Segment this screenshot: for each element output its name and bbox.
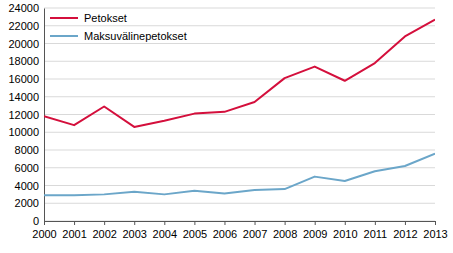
grid-line <box>44 79 435 80</box>
legend-label: Petokset <box>84 12 127 24</box>
y-tick-label: 4000 <box>15 180 39 192</box>
legend-label: Maksuvälinepetokset <box>84 30 187 42</box>
x-tick-label: 2010 <box>333 228 357 240</box>
y-tick: 10000 <box>8 126 44 138</box>
legend-swatch <box>50 35 78 37</box>
y-tick: 18000 <box>8 55 44 67</box>
x-tick-label: 2003 <box>122 228 146 240</box>
y-tick: 2000 <box>15 197 44 209</box>
x-tick-label: 2011 <box>364 228 388 240</box>
x-tick: 2009 <box>303 221 327 240</box>
x-tick: 2004 <box>153 221 177 240</box>
y-tick: 0 <box>33 215 44 227</box>
x-tick-mark <box>74 221 75 225</box>
x-tick-label: 2004 <box>153 228 177 240</box>
y-tick-label: 10000 <box>8 126 39 138</box>
y-tick-label: 16000 <box>8 73 39 85</box>
x-tick: 2003 <box>122 221 146 240</box>
y-tick: 24000 <box>8 2 44 14</box>
y-tick: 4000 <box>15 180 44 192</box>
x-tick-mark <box>285 221 286 225</box>
x-tick: 2011 <box>364 221 388 240</box>
y-axis-line <box>44 9 45 222</box>
x-tick-mark <box>104 221 105 225</box>
x-tick: 2000 <box>32 221 56 240</box>
x-tick-mark <box>435 221 436 225</box>
plot: 0200040006000800010000120001400016000180… <box>8 2 447 240</box>
y-axis: 0 2000 4000 6000 8000 10000 12000 14000 16000 180… <box>8 2 44 227</box>
y-tick-label: 20000 <box>8 38 39 50</box>
grid-line <box>44 203 435 204</box>
x-tick-mark <box>224 221 225 225</box>
x-tick-mark <box>375 221 376 225</box>
y-tick-label: 14000 <box>8 91 39 103</box>
x-tick: 2013 <box>423 221 447 240</box>
legend-swatch <box>50 17 78 19</box>
grid-line <box>44 167 435 168</box>
x-tick-mark <box>405 221 406 225</box>
y-tick-label: 18000 <box>8 55 39 67</box>
x-tick-label: 2005 <box>183 228 207 240</box>
x-tick: 2001 <box>62 221 86 240</box>
chart: 0200040006000800010000120001400016000180… <box>0 0 453 253</box>
x-tick: 2006 <box>213 221 237 240</box>
y-tick-label: 2000 <box>15 197 39 209</box>
grid-line <box>44 132 435 133</box>
y-tick-label: 24000 <box>8 2 39 14</box>
legend-item: Petokset <box>50 12 127 24</box>
grid-line <box>44 25 435 26</box>
x-tick-mark <box>164 221 165 225</box>
y-tick-label: 22000 <box>8 20 39 32</box>
grid-line <box>44 8 435 9</box>
x-tick-label: 2000 <box>32 228 56 240</box>
x-tick-mark <box>345 221 346 225</box>
legend: Petokset Maksuvälinepetokset <box>50 12 187 42</box>
x-axis-line <box>45 221 436 222</box>
grid-line <box>44 96 435 97</box>
x-tick-label: 2013 <box>423 228 447 240</box>
y-tick: 20000 <box>8 38 44 50</box>
y-tick: 8000 <box>15 144 44 156</box>
x-tick-label: 2006 <box>213 228 237 240</box>
y-tick: 6000 <box>15 162 44 174</box>
x-tick-label: 2008 <box>273 228 297 240</box>
y-tick-label: 12000 <box>8 109 39 121</box>
x-tick-label: 2012 <box>393 228 417 240</box>
x-tick: 2007 <box>243 221 267 240</box>
x-tick-mark <box>315 221 316 225</box>
x-tick-label: 2001 <box>62 228 86 240</box>
series-line <box>44 154 435 196</box>
series-group <box>44 20 435 196</box>
grid-line <box>44 43 435 44</box>
x-tick-mark <box>134 221 135 225</box>
y-tick: 16000 <box>8 73 44 85</box>
x-tick-label: 2007 <box>243 228 267 240</box>
series-line <box>44 20 435 127</box>
legend-item: Maksuvälinepetokset <box>50 30 187 42</box>
grid-line <box>44 150 435 151</box>
x-tick: 2008 <box>273 221 297 240</box>
x-tick-mark <box>44 221 45 225</box>
grid-line <box>44 185 435 186</box>
y-tick: 14000 <box>8 91 44 103</box>
x-tick-label: 2002 <box>92 228 116 240</box>
x-tick-mark <box>255 221 256 225</box>
x-tick: 2010 <box>333 221 357 240</box>
x-axis: 2000 2001 2002 2003 2004 2005 2006 2007 2008 2009… <box>32 221 447 240</box>
y-tick: 22000 <box>8 20 44 32</box>
x-tick-mark <box>194 221 195 225</box>
x-tick: 2012 <box>393 221 417 240</box>
grid <box>44 8 435 221</box>
x-tick: 2002 <box>92 221 116 240</box>
grid-line <box>44 221 435 222</box>
grid-line <box>44 114 435 115</box>
y-tick-label: 6000 <box>15 162 39 174</box>
y-tick: 12000 <box>8 109 44 121</box>
x-tick-label: 2009 <box>303 228 327 240</box>
x-tick: 2005 <box>183 221 207 240</box>
y-tick-label: 8000 <box>15 144 39 156</box>
y-tick-label: 0 <box>33 215 39 227</box>
